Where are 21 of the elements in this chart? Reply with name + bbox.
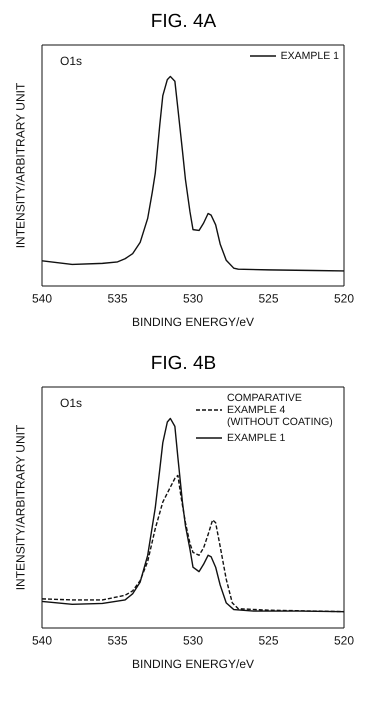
x-tick-label: 530 bbox=[182, 634, 204, 648]
legend-label: COMPARATIVE EXAMPLE 4 (WITHOUT COATING) bbox=[227, 392, 334, 428]
text: O1s bbox=[60, 54, 82, 68]
legend-label: EXAMPLE 1 bbox=[280, 50, 339, 62]
chart-title: FIG. 4B bbox=[150, 352, 218, 376]
chart-title: FIG. 4A bbox=[150, 10, 218, 34]
x-tick-label: 535 bbox=[107, 292, 128, 306]
text: O1s bbox=[60, 396, 82, 410]
x-tick-label: 540 bbox=[32, 292, 52, 306]
y-axis-title: INTENSITY/ARBITRARY UNIT bbox=[13, 82, 28, 248]
x-axis-title: BINDING ENERGY/eV bbox=[132, 315, 254, 329]
x-tick-label: 520 bbox=[334, 292, 354, 306]
legend-label: EXAMPLE 1 bbox=[227, 432, 286, 444]
x-axis-title: BINDING ENERGY/eV bbox=[132, 657, 254, 671]
x-tick-label: 535 bbox=[107, 634, 128, 648]
x-tick-label: 540 bbox=[32, 634, 52, 648]
x-tick-label: 530 bbox=[182, 292, 204, 306]
x-tick-label: 520 bbox=[334, 634, 354, 648]
y-axis-title: INTENSITY/ARBITRARY UNIT bbox=[13, 424, 28, 590]
x-tick-label: 525 bbox=[258, 292, 279, 306]
x-tick-label: 525 bbox=[258, 634, 279, 648]
